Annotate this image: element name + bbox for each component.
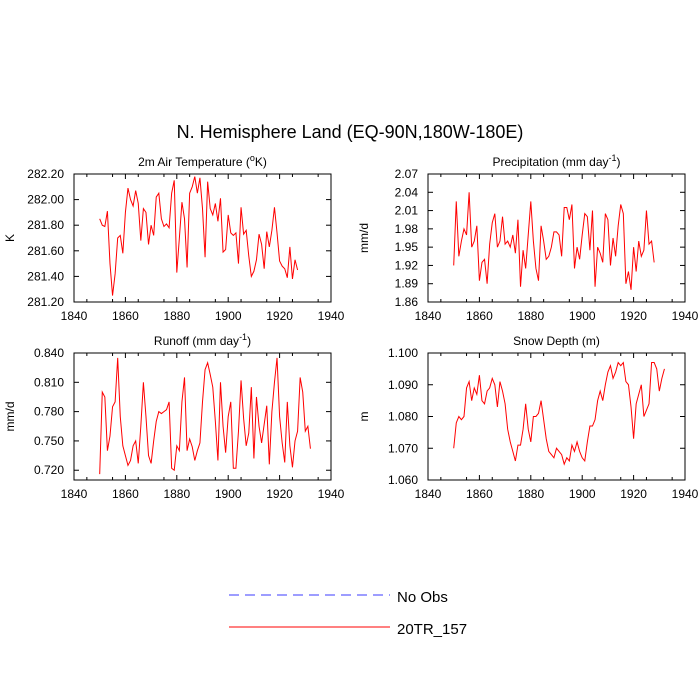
y-tick-label-mrro: 0.750	[34, 434, 64, 448]
plot-frame-pr	[427, 173, 686, 303]
y-tick-label-snd: 1.060	[388, 473, 418, 487]
y-tick-label-pr: 1.89	[395, 277, 419, 291]
x-tick-label-tas: 1900	[215, 309, 242, 323]
x-tick-label-snd: 1900	[569, 487, 596, 501]
y-tick-label-pr: 2.04	[395, 185, 419, 199]
x-tick-label-snd: 1860	[466, 487, 493, 501]
y-tick-label-mrro: 0.780	[34, 405, 64, 419]
x-tick-label-snd: 1840	[415, 487, 442, 501]
y-tick-label-mrro: 0.810	[34, 375, 64, 389]
x-tick-label-snd: 1940	[672, 487, 699, 501]
x-tick-label-pr: 1900	[569, 309, 596, 323]
y-tick-label-pr: 1.98	[395, 222, 419, 236]
panel-title-mrro: Runoff (mm day-1)	[154, 332, 251, 348]
x-tick-label-mrro: 1840	[61, 487, 88, 501]
x-tick-label-mrro: 1940	[318, 487, 345, 501]
plot-frame-tas	[73, 173, 332, 303]
x-tick-label-pr: 1940	[672, 309, 699, 323]
x-tick-label-pr: 1840	[415, 309, 442, 323]
y-tick-label-mrro: 0.720	[34, 463, 64, 477]
y-tick-label-pr: 1.86	[395, 295, 419, 309]
x-tick-label-tas: 1940	[318, 309, 345, 323]
y-tick-label-snd: 1.090	[388, 378, 418, 392]
y-axis-label-snd: m	[357, 412, 371, 422]
y-tick-label-snd: 1.100	[388, 346, 418, 360]
panels: 2m Air Temperature (oK) 1840 1860 1880 1900 1…	[3, 153, 699, 501]
legend-label-20tr-157: 20TR_157	[397, 621, 467, 638]
x-tick-label-tas: 1920	[266, 309, 293, 323]
panel-snd: Snow Depth (m) 1840 1860 1880 1900 1920 1940 1.…	[357, 334, 699, 501]
panel-pr: Precipitation (mm day-1) 1840 1860 1880 1900…	[357, 153, 699, 323]
y-tick-label-tas: 281.40	[27, 269, 64, 283]
x-tick-label-pr: 1860	[466, 309, 493, 323]
panel-title-pr: Precipitation (mm day-1)	[492, 153, 620, 169]
y-tick-label-snd: 1.080	[388, 410, 418, 424]
plot-frame-mrro	[73, 352, 332, 481]
y-tick-label-tas: 281.20	[27, 295, 64, 309]
panel-mrro: Runoff (mm day-1) 1840 1860 1880 1900 1920 194…	[3, 332, 345, 501]
legend-label-no-obs: No Obs	[397, 589, 448, 606]
y-axis-label-mrro: mm/d	[3, 402, 17, 432]
y-tick-label-tas: 282.20	[27, 167, 64, 181]
y-axis-label-pr: mm/d	[357, 223, 371, 253]
y-tick-label-pr: 2.07	[395, 167, 419, 181]
x-tick-label-tas: 1840	[61, 309, 88, 323]
y-tick-label-pr: 2.01	[395, 204, 419, 218]
y-axis-label-tas: K	[3, 234, 17, 242]
series-line-mrro	[99, 357, 311, 475]
x-tick-label-mrro: 1860	[112, 487, 139, 501]
x-tick-label-tas: 1860	[112, 309, 139, 323]
y-tick-label-tas: 282.00	[27, 193, 64, 207]
y-tick-label-pr: 1.92	[395, 258, 419, 272]
x-tick-label-snd: 1920	[620, 487, 647, 501]
y-tick-label-mrro: 0.840	[34, 346, 64, 360]
x-tick-label-tas: 1880	[163, 309, 190, 323]
y-tick-label-tas: 281.80	[27, 218, 64, 232]
panel-tas: 2m Air Temperature (oK) 1840 1860 1880 1900 1…	[3, 153, 345, 323]
y-tick-label-pr: 1.95	[395, 240, 419, 254]
x-tick-label-pr: 1880	[517, 309, 544, 323]
x-tick-label-snd: 1880	[517, 487, 544, 501]
legend: No Obs 20TR_157	[229, 589, 467, 638]
series-line-snd	[453, 361, 665, 466]
panel-title-snd: Snow Depth (m)	[513, 334, 600, 348]
panel-title-tas: 2m Air Temperature (oK)	[138, 153, 267, 169]
x-tick-label-mrro: 1880	[163, 487, 190, 501]
figure-title: N. Hemisphere Land (EQ-90N,180W-180E)	[177, 122, 524, 142]
series-line-tas	[99, 176, 299, 296]
series-line-pr	[453, 192, 655, 290]
x-tick-label-mrro: 1900	[215, 487, 242, 501]
x-tick-label-pr: 1920	[620, 309, 647, 323]
x-tick-label-mrro: 1920	[266, 487, 293, 501]
y-tick-label-snd: 1.070	[388, 441, 418, 455]
y-tick-label-tas: 281.60	[27, 244, 64, 258]
